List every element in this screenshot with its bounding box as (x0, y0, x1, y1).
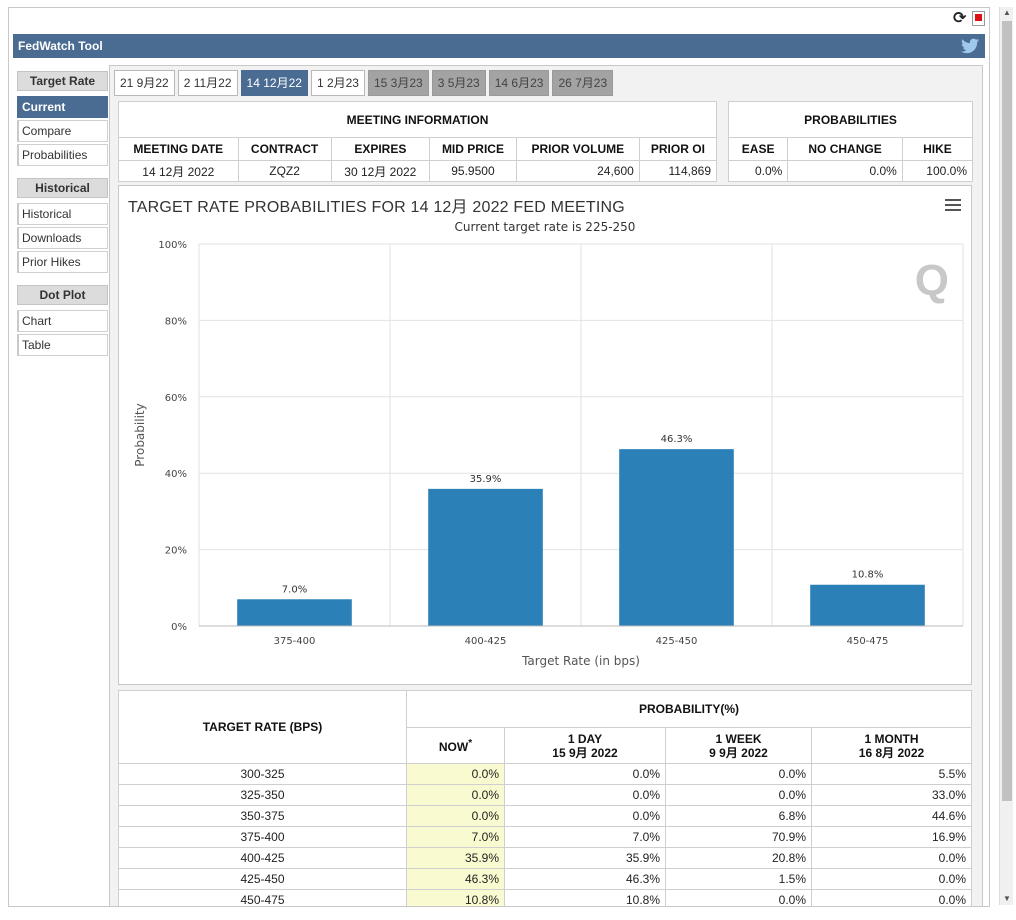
table-row: 350-375 0.0% 0.0% 6.8% 44.6% (118, 805, 972, 827)
sidebar-heading-dot-plot[interactable]: Dot Plot (17, 285, 108, 305)
scroll-up-arrow-icon[interactable]: ▲ (1003, 8, 1011, 17)
app-titlebar: FedWatch Tool (13, 34, 985, 58)
chart-subtitle: Current target rate is 225-250 (454, 220, 636, 234)
x-tick-label: 450-475 (847, 636, 889, 647)
target-rate-heading: TARGET RATE (BPS) (118, 690, 407, 764)
mid-price-value: 95.9500 (429, 160, 517, 182)
sidebar-item-compare[interactable]: Compare (17, 120, 108, 142)
column-header-1-week: 1 WEEK 9 9月 2022 (665, 727, 812, 764)
y-tick-label: 0% (171, 622, 187, 633)
sidebar-heading-historical[interactable]: Historical (17, 178, 108, 198)
hamburger-menu-icon[interactable] (945, 199, 961, 211)
table-row: 325-350 0.0% 0.0% 0.0% 33.0% (118, 784, 972, 806)
scroll-down-arrow-icon[interactable]: ▼ (1003, 894, 1011, 903)
table-row: 400-425 35.9% 35.9% 20.8% 0.0% (118, 847, 972, 869)
scrollbar-thumb[interactable] (1002, 21, 1012, 801)
column-header: HIKE (901, 137, 974, 161)
x-tick-label: 425-450 (656, 636, 698, 647)
y-tick-label: 40% (165, 469, 187, 480)
probabilities-heading: PROBABILITIES (728, 101, 973, 138)
y-tick-label: 100% (158, 240, 187, 251)
top-toolbar: ⟳ (9, 8, 989, 32)
tab-meeting[interactable]: 14 12月22 (240, 70, 308, 96)
expires-value: 30 12月 2022 (330, 160, 431, 182)
bar (237, 599, 352, 626)
table-row: 375-400 7.0% 7.0% 70.9% 16.9% (118, 826, 972, 848)
fedwatch-window: ⟳ FedWatch Tool Target Rate Current Comp… (8, 7, 990, 907)
prior-volume-value: 24,600 (515, 160, 640, 182)
tab-meeting[interactable]: 21 9月22 (114, 70, 175, 96)
ease-value: 0.0% (727, 160, 789, 182)
hike-value: 100.0% (901, 160, 974, 182)
column-header: MEETING DATE (118, 137, 239, 161)
probability-heading: PROBABILITY(%) (406, 690, 972, 728)
meeting-info-heading: MEETING INFORMATION (118, 101, 717, 138)
chart-title: TARGET RATE PROBABILITIES FOR 14 12月 202… (128, 199, 625, 216)
column-header: NO CHANGE (787, 137, 903, 161)
target-rate-table: TARGET RATE (BPS) PROBABILITY(%) NOW* 1 … (118, 690, 972, 906)
column-header: CONTRACT (237, 137, 332, 161)
x-tick-label: 375-400 (274, 636, 316, 647)
bar (810, 584, 925, 626)
tab-meeting[interactable]: 3 5月23 (431, 70, 486, 96)
meeting-date-value: 14 12月 2022 (118, 160, 239, 182)
y-tick-label: 20% (165, 546, 187, 557)
vertical-scrollbar[interactable]: ▲ ▼ (999, 7, 1013, 905)
bar (428, 488, 543, 626)
contract-value: ZQZ2 (237, 160, 332, 182)
app-title: FedWatch Tool (18, 39, 103, 53)
y-axis-label: Probability (133, 403, 147, 466)
sidebar-item-downloads[interactable]: Downloads (17, 227, 108, 249)
sidebar-item-chart[interactable]: Chart (17, 310, 108, 332)
table-row: 450-475 10.8% 10.8% 0.0% 0.0% (118, 889, 972, 906)
prior-oi-value: 114,869 (638, 160, 718, 182)
bar (619, 449, 734, 626)
pdf-icon[interactable] (972, 11, 985, 26)
bar-data-label: 10.8% (852, 570, 884, 581)
main-panel: 21 9月22 2 11月22 14 12月22 1 2月23 15 3月23 … (109, 65, 983, 906)
column-header: PRIOR OI (638, 137, 718, 161)
sidebar-item-historical[interactable]: Historical (17, 203, 108, 225)
tab-meeting[interactable]: 2 11月22 (177, 70, 238, 96)
meeting-tabs: 21 9月22 2 11月22 14 12月22 1 2月23 15 3月23 … (114, 70, 614, 96)
column-header: MID PRICE (429, 137, 517, 161)
bar-chart: 0% 20% 40% 60% 80% 100% 7.0% 375-400 35.9% 400-42… (133, 240, 964, 668)
bar-data-label: 46.3% (661, 434, 693, 445)
bar-data-label: 7.0% (282, 584, 307, 595)
table-row: 425-450 46.3% 46.3% 1.5% 0.0% (118, 868, 972, 890)
column-header-1-day: 1 DAY 15 9月 2022 (504, 727, 666, 764)
column-header-now: NOW* (406, 727, 505, 764)
tab-meeting[interactable]: 14 6月23 (488, 70, 550, 96)
bar-data-label: 35.9% (470, 474, 502, 485)
chart-container: 0% 20% 40% 60% 80% 100% 7.0% 375-400 35.9% 400-42… (118, 185, 972, 685)
sidebar-item-prior-hikes[interactable]: Prior Hikes (17, 251, 108, 273)
probabilities-table: PROBABILITIES EASE NO CHANGE HIKE 0.0% 0… (727, 101, 974, 182)
tab-meeting[interactable]: 26 7月23 (552, 70, 614, 96)
twitter-icon[interactable] (961, 38, 979, 54)
column-header: EXPIRES (330, 137, 431, 161)
no-change-value: 0.0% (787, 160, 903, 182)
column-header: PRIOR VOLUME (515, 137, 640, 161)
x-axis-label: Target Rate (in bps) (521, 654, 640, 668)
column-header-1-month: 1 MONTH 16 8月 2022 (811, 727, 972, 764)
sidebar-item-probabilities[interactable]: Probabilities (17, 144, 108, 166)
sidebar: Target Rate Current Compare Probabilitie… (17, 71, 108, 358)
sidebar-item-current[interactable]: Current (17, 96, 108, 118)
x-tick-label: 400-425 (465, 636, 507, 647)
column-header: EASE (727, 137, 789, 161)
quikstrike-logo: Q (914, 256, 949, 305)
meeting-info-table: MEETING INFORMATION MEETING DATE CONTRAC… (118, 101, 718, 182)
sidebar-heading-target-rate[interactable]: Target Rate (17, 71, 108, 91)
table-row: 300-325 0.0% 0.0% 0.0% 5.5% (118, 763, 972, 785)
reload-icon[interactable]: ⟳ (953, 10, 967, 27)
y-tick-label: 80% (165, 316, 187, 327)
tab-meeting[interactable]: 15 3月23 (367, 70, 429, 96)
sidebar-item-table[interactable]: Table (17, 334, 108, 356)
y-tick-label: 60% (165, 393, 187, 404)
tab-meeting[interactable]: 1 2月23 (310, 70, 365, 96)
